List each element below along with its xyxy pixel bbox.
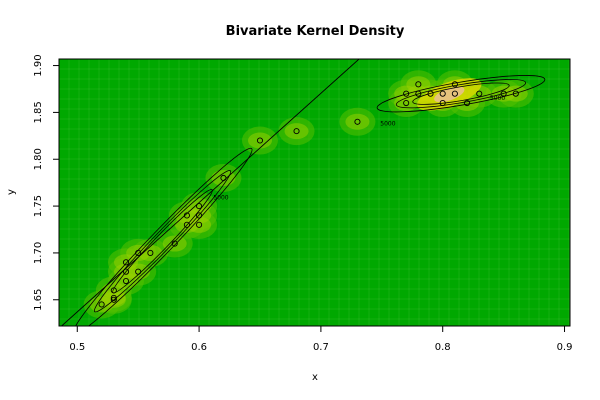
data-point <box>293 128 300 135</box>
data-point <box>196 212 203 219</box>
data-point <box>427 90 434 97</box>
data-point <box>147 249 154 256</box>
data-point <box>110 287 117 294</box>
data-point <box>196 203 203 210</box>
y-axis-label: y <box>6 189 17 195</box>
density-band <box>101 289 126 306</box>
density-band <box>284 123 309 140</box>
data-point <box>135 268 142 275</box>
density-contour <box>93 170 232 313</box>
density-band <box>211 169 236 186</box>
y-tick-label: 1.80 <box>33 148 44 170</box>
density-contour <box>376 75 546 113</box>
data-point <box>439 99 446 107</box>
x-tick-label: 0.6 <box>191 342 207 353</box>
data-point <box>98 301 105 308</box>
density-band <box>345 113 370 130</box>
data-point <box>403 99 410 107</box>
contour-label: 5000 <box>213 195 228 202</box>
x-tick-label: 0.7 <box>313 342 329 353</box>
data-point <box>403 90 410 97</box>
data-point <box>256 137 264 144</box>
chart-title: Bivariate Kernel Density <box>226 24 405 39</box>
data-point <box>415 81 422 88</box>
data-point <box>451 81 458 88</box>
data-point <box>110 294 117 301</box>
density-contour <box>72 147 253 326</box>
data-point <box>220 174 227 182</box>
x-tick-label: 0.5 <box>69 342 85 353</box>
data-point <box>122 268 130 275</box>
data-point <box>135 249 142 256</box>
plot-area: 5000 5000 5000 <box>59 59 570 326</box>
data-point <box>451 90 458 97</box>
y-tick-label: 1.65 <box>33 289 44 311</box>
density-band <box>247 132 272 149</box>
y-tick-label: 1.90 <box>33 54 44 76</box>
x-axis-label: x <box>312 372 318 383</box>
data-point <box>196 221 203 228</box>
regression-line <box>60 59 360 326</box>
data-point <box>500 90 507 97</box>
data-point <box>415 90 422 97</box>
density-contour <box>395 79 527 109</box>
data-point <box>183 221 190 228</box>
x-tick-label: 0.8 <box>435 342 451 353</box>
density-band <box>126 263 151 280</box>
data-point <box>171 240 178 247</box>
data-point <box>476 90 483 97</box>
data-point <box>110 296 117 303</box>
x-tick-label: 0.9 <box>557 342 573 353</box>
density-band-peak <box>434 86 465 103</box>
data-point <box>183 212 190 219</box>
data-point <box>464 99 471 107</box>
y-tick-label: 1.85 <box>33 101 44 123</box>
data-point <box>354 118 361 125</box>
y-tick-label: 1.70 <box>33 242 44 264</box>
y-tick-label: 1.75 <box>33 195 44 217</box>
axes: 0.5 0.6 0.7 0.8 0.9 1.65 1.70 1.75 1.80 1.85 1.90 <box>33 54 572 353</box>
data-point <box>512 90 519 97</box>
data-point <box>122 259 130 266</box>
data-point <box>439 90 446 97</box>
density-contour <box>412 82 510 105</box>
contour-label: 5000 <box>380 121 395 128</box>
contour-label: 5000 <box>490 95 505 102</box>
data-point <box>122 277 130 285</box>
